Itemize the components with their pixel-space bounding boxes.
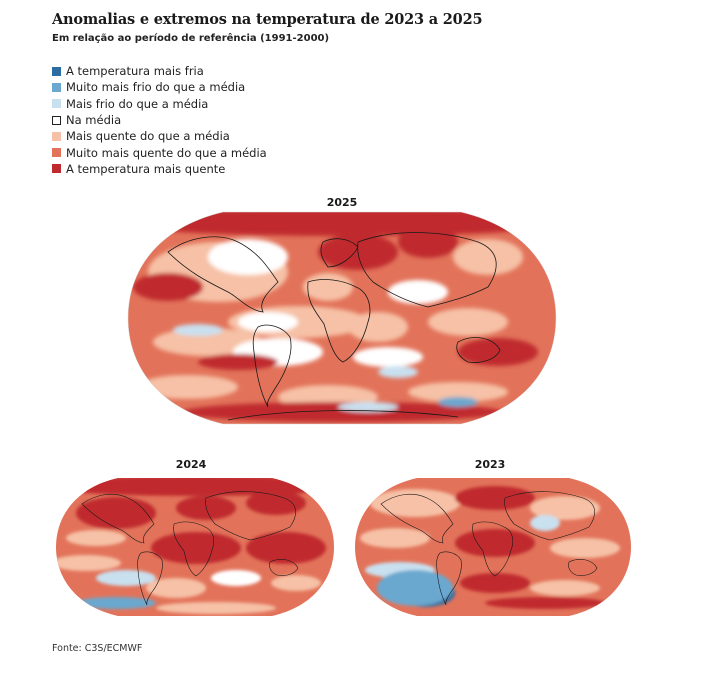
legend-label: Mais quente do que a média xyxy=(66,129,230,144)
legend-label: A temperatura mais fria xyxy=(66,64,204,79)
anomaly-field-2024 xyxy=(56,478,334,616)
legend-swatch xyxy=(52,82,61,92)
legend-label: Mais frio do que a média xyxy=(66,96,209,111)
anomaly-field-2023 xyxy=(355,478,631,616)
legend-label: Muito mais frio do que a média xyxy=(66,80,246,95)
chart-title: Anomalias e extremos na temperatura de 2… xyxy=(52,11,483,28)
legend-label: Na média xyxy=(66,113,122,128)
legend-item-much-warmer: Muito mais quente do que a média xyxy=(52,144,267,160)
legend-swatch xyxy=(52,115,61,125)
map-2023 xyxy=(355,478,631,616)
map-title-2024: 2024 xyxy=(175,458,207,471)
legend-swatch xyxy=(52,99,61,109)
legend-item-much-colder: Muito mais frio do que a média xyxy=(52,79,267,95)
legend-item-warmest: A temperatura mais quente xyxy=(52,161,267,177)
anomaly-field-2025 xyxy=(128,212,556,424)
legend-swatch xyxy=(52,131,61,141)
map-2024 xyxy=(56,478,334,616)
legend-item-colder: Mais frio do que a média xyxy=(52,96,267,112)
map-title-2025: 2025 xyxy=(326,196,358,209)
legend-swatch xyxy=(52,164,61,174)
legend: A temperatura mais fria Muito mais frio … xyxy=(52,63,267,177)
chart-subtitle: Em relação ao período de referência (199… xyxy=(52,33,330,44)
map-2025 xyxy=(127,211,557,425)
legend-swatch xyxy=(52,148,61,158)
source-note: Fonte: C3S/ECMWF xyxy=(52,643,143,654)
legend-label: A temperatura mais quente xyxy=(66,161,226,176)
legend-item-coldest: A temperatura mais fria xyxy=(52,63,267,79)
legend-swatch xyxy=(52,66,61,76)
map-title-2023: 2023 xyxy=(474,458,506,471)
legend-item-warmer: Mais quente do que a média xyxy=(52,128,267,144)
legend-item-average: Na média xyxy=(52,112,267,128)
legend-label: Muito mais quente do que a média xyxy=(66,145,267,160)
